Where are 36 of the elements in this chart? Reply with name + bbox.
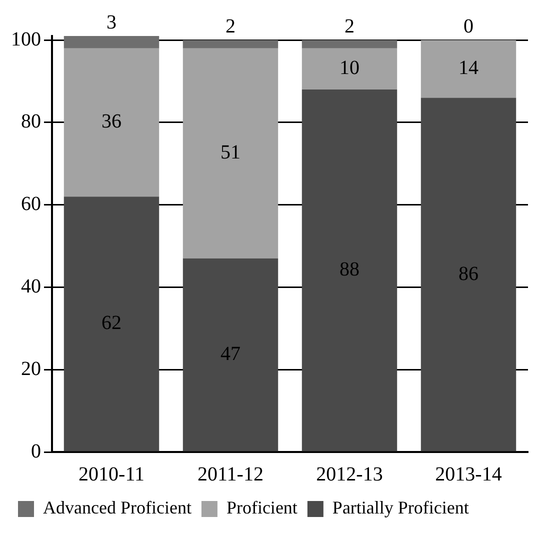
y-tick-label: 60: [21, 193, 41, 216]
legend-label: Partially Proficient: [332, 498, 469, 518]
bar: [182, 40, 278, 48]
bar: [182, 258, 278, 452]
legend-label: Advanced Proficient: [43, 498, 192, 518]
data-label: 62: [102, 312, 122, 334]
bar: [302, 40, 398, 48]
bar: [64, 196, 160, 452]
y-tick-label: 40: [21, 276, 41, 298]
data-label: 2: [344, 15, 354, 38]
data-label: 3: [106, 11, 116, 34]
x-tick-label: 2013-14: [435, 463, 502, 486]
bar: [302, 48, 398, 90]
bar: [420, 98, 516, 452]
y-tick-label: 80: [21, 110, 41, 133]
bar: [302, 90, 398, 452]
data-label: 86: [458, 262, 478, 285]
x-tick-label: 2010-11: [78, 463, 144, 486]
legend-label: Proficient: [226, 498, 298, 518]
data-label: 0: [464, 15, 474, 38]
data-label: 2: [226, 15, 236, 38]
bar: [420, 40, 516, 98]
data-label: 36: [102, 110, 122, 133]
data-label: 47: [220, 343, 240, 366]
y-tick-label: 100: [11, 28, 41, 50]
y-tick-label: 0: [31, 440, 41, 462]
data-label: 88: [340, 258, 360, 281]
x-tick-label: 2012-13: [316, 463, 383, 486]
bar: [64, 36, 160, 48]
data-label: 14: [458, 57, 478, 80]
data-label: 10: [340, 57, 360, 80]
data-label: 51: [220, 142, 240, 164]
x-tick-label: 2011-12: [198, 463, 264, 486]
y-tick-label: 20: [21, 358, 41, 380]
bar: [64, 48, 160, 197]
bar: [182, 48, 278, 258]
